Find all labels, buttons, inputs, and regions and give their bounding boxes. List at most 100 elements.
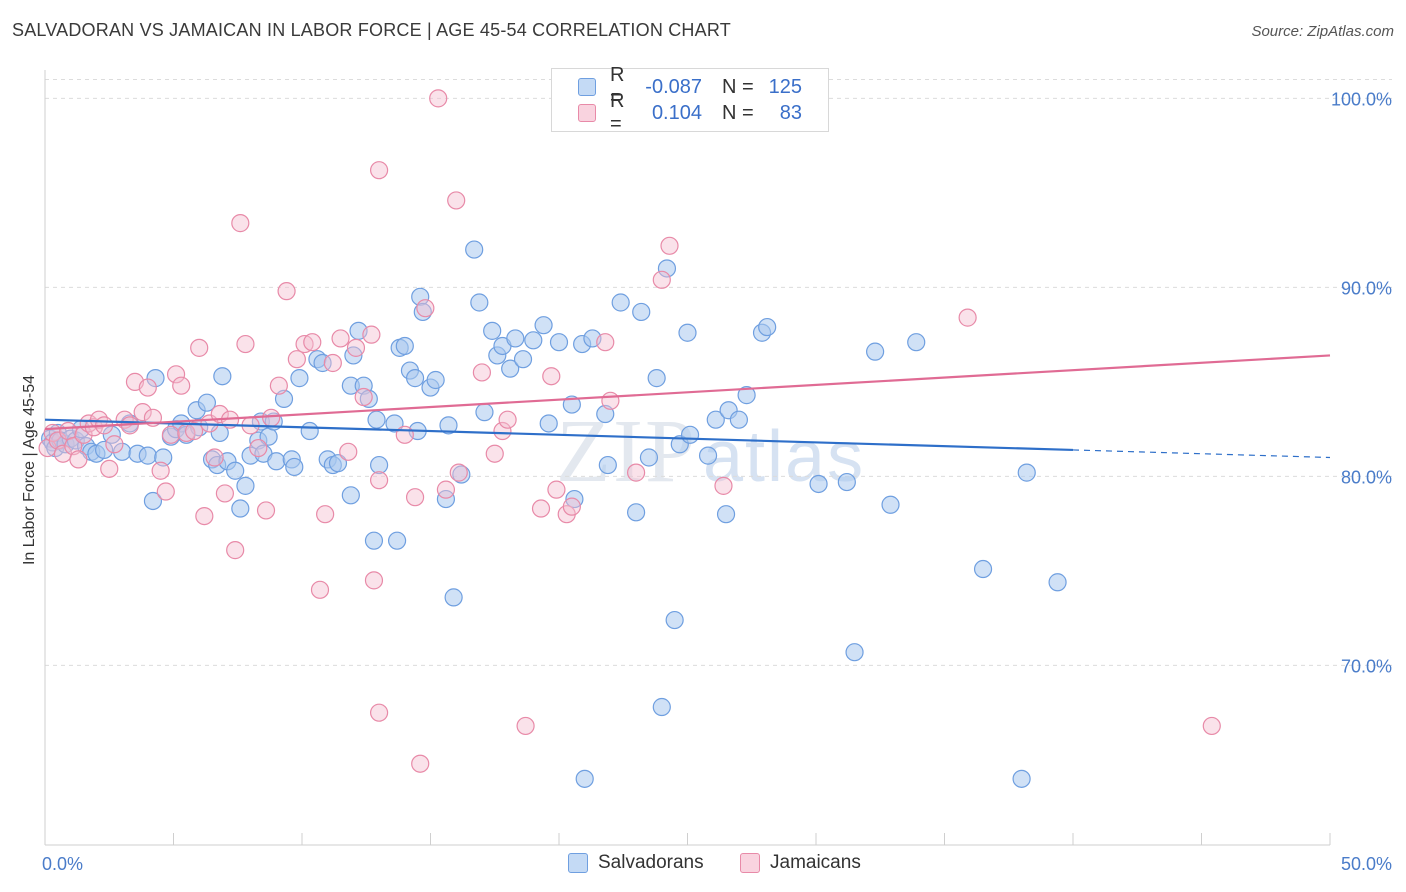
y-tick-label: 80.0%: [1341, 467, 1392, 487]
jamaican-point: [100, 459, 119, 478]
salvadoran-point: [680, 425, 700, 444]
jamaican-point: [231, 214, 250, 233]
salvadoran-point: [436, 489, 456, 509]
jamaican-point: [195, 506, 214, 526]
salvadoran-point: [1017, 463, 1036, 482]
salvadoran-point: [639, 448, 659, 467]
salvadoran-point: [465, 240, 484, 259]
salvadoran-point: [267, 452, 286, 471]
salvadoran-point: [328, 454, 348, 473]
jamaican-point: [256, 501, 276, 520]
legend-item-salvadorans: Salvadorans: [568, 852, 704, 874]
y-tick-label: 70.0%: [1341, 656, 1392, 676]
jamaican-point: [156, 482, 175, 501]
salvadoran-point: [866, 342, 885, 361]
stats-legend: R = -0.087 N = 125 R = 0.104 N = 83: [551, 64, 829, 135]
salvadoran-point: [226, 461, 245, 480]
salvadoran-point: [138, 446, 157, 465]
salvadoran-point: [845, 643, 864, 662]
salvadoran-point: [213, 367, 232, 386]
jamaican-point: [958, 308, 977, 327]
watermark-zip: ZIP: [556, 402, 697, 501]
salvadoran-point: [737, 386, 756, 405]
salvadoran-point: [647, 369, 666, 388]
salvadoran-point: [439, 416, 458, 435]
legend-r-label: R =: [610, 64, 625, 109]
jamaican-point: [447, 191, 466, 210]
legend-r-label: R =: [610, 90, 625, 135]
jamaican-point: [310, 580, 330, 599]
salvadoran-point: [665, 610, 684, 630]
salvadoran-point: [575, 769, 594, 788]
jamaican-point: [277, 282, 296, 301]
legend-swatch-pink: [740, 853, 760, 873]
salvadoran-point: [1048, 573, 1067, 592]
salvadoran-point: [729, 410, 749, 429]
jamaican-point: [346, 338, 366, 357]
salvadoran-point: [395, 336, 414, 356]
salvadoran-point: [475, 403, 494, 422]
jamaican-point: [69, 450, 88, 469]
jamaican-point: [89, 410, 109, 429]
jamaican-point: [287, 350, 306, 369]
salvadoran-point: [231, 499, 250, 518]
salvadoran-point: [143, 491, 163, 511]
jamaican-point: [249, 438, 268, 458]
salvadoran-point: [657, 259, 677, 278]
jamaican-point: [416, 299, 435, 318]
jamaican-point: [339, 442, 358, 461]
jamaican-point: [226, 541, 245, 560]
watermark-atlas: atlas: [703, 417, 866, 497]
jamaican-point: [485, 444, 504, 463]
salvadoran-point: [611, 293, 630, 312]
salvadoran-point: [444, 588, 463, 607]
jamaican-point: [652, 270, 671, 289]
salvadorans-trend-extension: [1072, 449, 1331, 459]
jamaican-point: [184, 421, 204, 441]
jamaican-point: [205, 448, 224, 467]
jamaican-point: [364, 571, 384, 590]
axes: [44, 70, 1331, 846]
jamaican-point: [1202, 716, 1221, 736]
jamaican-point: [370, 471, 389, 490]
legend-swatch-blue: [578, 78, 596, 96]
jamaican-point: [331, 329, 350, 348]
jamaican-point: [472, 363, 491, 382]
salvadoran-point: [367, 410, 386, 429]
salvadoran-point: [146, 369, 165, 388]
jamaican-point: [449, 463, 468, 482]
salvadoran-point: [405, 369, 425, 388]
salvadoran-point: [652, 697, 671, 717]
salvadoran-point: [154, 448, 173, 467]
trend-lines: [44, 354, 1331, 459]
jamaican-point: [601, 391, 620, 410]
jamaican-point: [362, 325, 381, 344]
jamaican-point: [547, 480, 566, 499]
salvadoran-point: [524, 331, 543, 350]
salvadoran-point: [95, 440, 114, 460]
salvadoran-point: [881, 495, 900, 514]
x-tick-label: 50.0%: [1341, 854, 1392, 874]
grid-lines: [45, 78, 1392, 666]
jamaicans-trend-line: [44, 354, 1331, 431]
jamaican-point: [626, 463, 646, 482]
tick-labels: 70.0% 80.0% 90.0% 100.0% 0.0% 50.0%: [42, 89, 1392, 874]
jamaican-point: [269, 376, 288, 395]
jamaican-point: [429, 89, 448, 108]
legend-item-jamaicans: Jamaicans: [740, 852, 861, 874]
jamaican-point: [262, 408, 281, 427]
salvadoran-point: [470, 293, 489, 312]
salvadoran-point: [236, 476, 255, 495]
salvadoran-point: [483, 321, 502, 340]
jamaican-point: [370, 161, 389, 180]
salvadoran-point: [837, 472, 856, 492]
salvadoran-point: [716, 505, 736, 524]
jamaican-point: [166, 365, 186, 384]
jamaican-point: [562, 497, 581, 516]
salvadoran-point: [285, 457, 304, 477]
salvadorans-points: [41, 240, 1067, 788]
jamaican-point: [138, 378, 157, 397]
salvadoran-point: [678, 323, 697, 342]
chart-title: SALVADORAN VS JAMAICAN IN LABOR FORCE | …: [12, 20, 731, 40]
salvadoran-point: [501, 359, 520, 378]
